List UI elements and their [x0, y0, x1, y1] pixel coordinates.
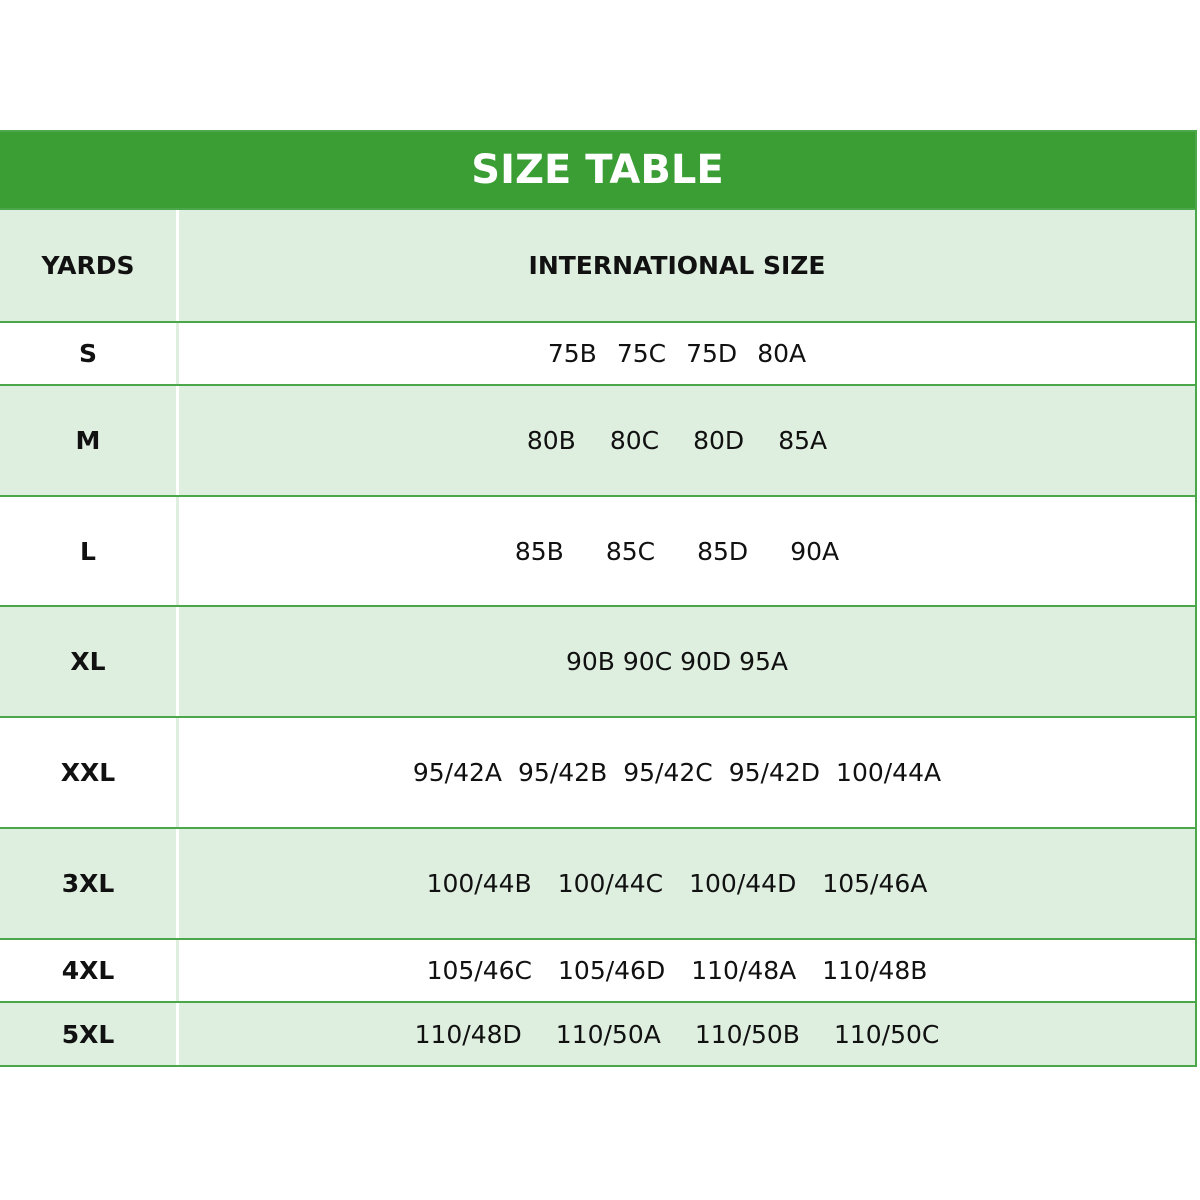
table-row: 3XL 100/44B 100/44C 100/44D 105/46A: [0, 829, 1195, 940]
size-value: 75D: [686, 339, 738, 368]
header-international-size: INTERNATIONAL SIZE: [528, 251, 826, 280]
yard-cell: 4XL: [0, 940, 179, 1001]
size-value: 90B 90C 90D 95A: [565, 647, 789, 676]
header-row: YARDS INTERNATIONAL SIZE: [0, 210, 1195, 323]
size-value: 110/50A: [555, 1019, 661, 1049]
international-size-cell: 80B 80C 80D 85A: [179, 386, 1195, 495]
table-row: S 75B 75C 75D 80A: [0, 323, 1195, 386]
yard-cell: XXL: [0, 718, 179, 827]
size-value: 105/46D: [558, 956, 666, 985]
header-yards: YARDS: [0, 210, 179, 321]
size-value: 100/44A: [836, 758, 942, 787]
size-value: 85A: [778, 426, 828, 455]
yard-cell: M: [0, 386, 179, 495]
size-value: 105/46C: [426, 956, 533, 985]
table-row: L 85B 85C 85D 90A: [0, 497, 1195, 607]
international-size-cell: 75B 75C 75D 80A: [179, 323, 1195, 384]
size-value: 80A: [757, 339, 807, 368]
yard-cell: 3XL: [0, 829, 179, 938]
size-value: 100/44B: [426, 869, 532, 898]
size-value: 80D: [693, 426, 745, 455]
table-row: XL 90B 90C 90D 95A: [0, 607, 1195, 718]
size-value: 110/50C: [833, 1019, 940, 1049]
size-value: 85D: [697, 536, 749, 566]
yard-cell: XL: [0, 607, 179, 716]
table-row: XXL 95/42A 95/42B 95/42C 95/42D 100/44A: [0, 718, 1195, 829]
table-row: 4XL 105/46C 105/46D 110/48A 110/48B: [0, 940, 1195, 1003]
yard-cell: S: [0, 323, 179, 384]
size-value: 95/42B: [518, 758, 608, 787]
size-value: 95/42C: [623, 758, 713, 787]
size-value: 110/50B: [694, 1019, 800, 1049]
international-size-cell: 85B 85C 85D 90A: [179, 497, 1195, 605]
size-value: 110/48B: [822, 956, 928, 985]
table-row: M 80B 80C 80D 85A: [0, 386, 1195, 497]
size-value: 85B: [514, 536, 564, 566]
size-value: 75C: [616, 339, 667, 368]
size-value: 90A: [790, 536, 840, 566]
size-value: 100/44D: [689, 869, 797, 898]
size-value: 110/48D: [414, 1019, 522, 1049]
international-size-cell: 110/48D 110/50A 110/50B 110/50C: [179, 1003, 1195, 1065]
yard-cell: L: [0, 497, 179, 605]
size-value: 75B: [547, 339, 597, 368]
international-size-cell: 100/44B 100/44C 100/44D 105/46A: [179, 829, 1195, 938]
table-title: SIZE TABLE: [0, 130, 1195, 210]
size-value: 100/44C: [557, 869, 664, 898]
size-value: 95/42D: [728, 758, 821, 787]
international-size-cell: 95/42A 95/42B 95/42C 95/42D 100/44A: [179, 718, 1195, 827]
size-value: 80B: [526, 426, 576, 455]
size-value: 105/46A: [822, 869, 928, 898]
size-value: 95/42A: [412, 758, 503, 787]
size-value: 110/48A: [691, 956, 797, 985]
size-table: SIZE TABLE YARDS INTERNATIONAL SIZE S 75B…: [0, 130, 1197, 1067]
size-value: 80C: [609, 426, 660, 455]
international-size-cell: 105/46C 105/46D 110/48A 110/48B: [179, 940, 1195, 1001]
size-value: 85C: [605, 536, 656, 566]
yard-cell: 5XL: [0, 1003, 179, 1065]
table-row: 5XL 110/48D 110/50A 110/50B 110/50C: [0, 1003, 1195, 1067]
international-size-cell: 90B 90C 90D 95A: [179, 607, 1195, 716]
